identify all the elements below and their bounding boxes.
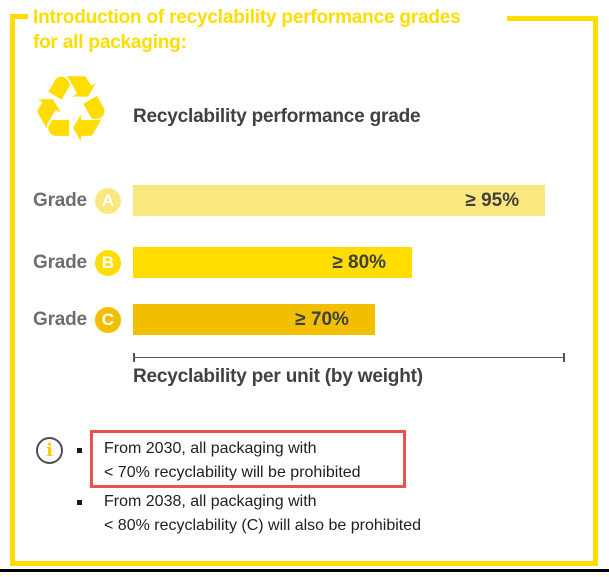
grade-word: Grade	[33, 189, 87, 211]
page-title-line2: for all packaging:	[33, 32, 187, 53]
frame-top-right-segment	[507, 16, 598, 21]
bottom-divider	[0, 569, 609, 572]
grade-c-bar: ≥ 70%	[133, 304, 375, 335]
frame-top-left-dash	[10, 14, 28, 19]
grade-word: Grade	[33, 251, 87, 273]
frame-left-border	[10, 14, 15, 566]
note-2038-line1: From 2038, all packaging with	[104, 493, 317, 510]
note-2030-line2: < 70% recyclability will be prohibited	[104, 464, 361, 481]
grade-a-bar-track: ≥ 95%	[133, 185, 565, 216]
grade-b-bar: ≥ 80%	[133, 247, 413, 278]
grade-word: Grade	[33, 308, 87, 330]
grade-a-bar: ≥ 95%	[133, 185, 546, 216]
grade-a-badge: A	[94, 187, 121, 214]
grade-row-a: Grade A ≥ 95%	[33, 185, 583, 216]
grade-row-b: Grade B ≥ 80%	[33, 247, 583, 278]
x-axis-label: Recyclability per unit (by weight)	[133, 366, 423, 387]
note-2030: From 2030, all packaging with < 70% recy…	[104, 437, 361, 485]
info-icon-glyph: i	[46, 439, 53, 461]
highlight-red-box	[90, 430, 406, 488]
grade-c-bar-track: ≥ 70%	[133, 304, 565, 335]
grade-row-c: Grade C ≥ 70%	[33, 304, 583, 335]
note-2038: From 2038, all packaging with < 80% recy…	[104, 490, 421, 538]
chart-heading: Recyclability performance grade	[133, 106, 421, 127]
grade-b-badge: B	[94, 249, 121, 276]
frame-bottom-border	[10, 561, 598, 566]
note-2038-line2: < 80% recyclability (C) will also be pro…	[104, 517, 422, 534]
grade-b-threshold: ≥ 80%	[332, 251, 387, 273]
bullet-icon	[77, 500, 82, 505]
frame-right-border	[593, 16, 598, 566]
grade-c-threshold: ≥ 70%	[295, 308, 349, 330]
grade-a-threshold: ≥ 95%	[465, 189, 520, 211]
grade-a-label: Grade A	[33, 185, 121, 216]
page-title-line1: Introduction of recyclability performanc…	[33, 7, 461, 28]
grade-b-bar-track: ≥ 80%	[133, 247, 565, 278]
note-2030-line1: From 2030, all packaging with	[104, 440, 317, 457]
info-icon: i	[36, 437, 63, 464]
grade-c-badge: C	[94, 306, 121, 333]
grade-b-label: Grade B	[33, 247, 121, 278]
bullet-icon	[77, 448, 82, 453]
recycle-icon: ♻	[29, 56, 113, 163]
grade-c-label: Grade C	[33, 304, 121, 335]
x-axis-line	[133, 353, 565, 362]
page-title: Introduction of recyclability performanc…	[33, 5, 461, 55]
